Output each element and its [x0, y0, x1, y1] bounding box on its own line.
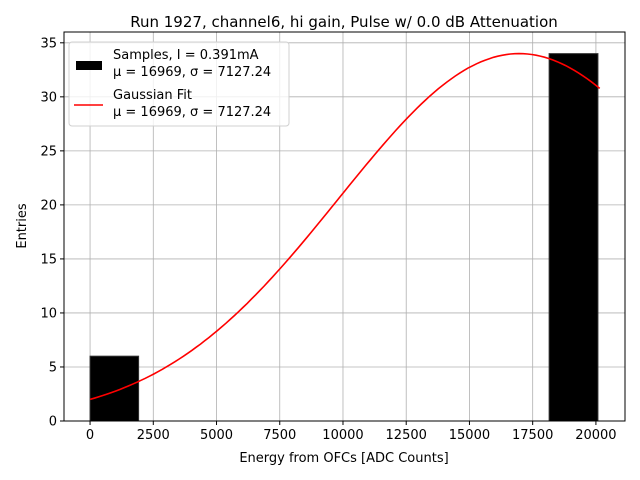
- x-axis-label: Energy from OFCs [ADC Counts]: [239, 451, 448, 466]
- y-tick-label: 35: [40, 36, 57, 51]
- x-tick-label: 17500: [512, 428, 553, 443]
- y-tick-label: 15: [40, 252, 57, 267]
- legend-samples-swatch: [76, 61, 102, 70]
- histogram-bar: [89, 355, 140, 422]
- x-tick-label: 20000: [575, 428, 616, 443]
- plot-frame: [63, 31, 626, 422]
- histogram-bar: [548, 53, 599, 422]
- legend: Samples, I = 0.391mA μ = 16969, σ = 7127…: [68, 41, 290, 127]
- legend-fit-label: Gaussian Fit: [113, 88, 192, 103]
- chart-title: Run 1927, channel6, hi gain, Pulse w/ 0.…: [130, 13, 558, 31]
- histogram-bars: [89, 53, 599, 422]
- y-tick-label: 30: [40, 90, 57, 105]
- gaussian-fit-line: [89, 52, 601, 401]
- y-axis-label: Entries: [15, 203, 30, 249]
- axis-ticks: 0 2500 5000 7500 10000 12500 15000 17500 20000 0 5…: [40, 36, 616, 443]
- x-tick-label: 5000: [200, 428, 233, 443]
- x-tick-label: 12500: [386, 428, 427, 443]
- legend-samples-stats: μ = 16969, σ = 7127.24: [113, 65, 271, 80]
- x-tick-label: 0: [86, 428, 94, 443]
- x-tick-label: 2500: [137, 428, 170, 443]
- x-tick-label: 7500: [263, 428, 296, 443]
- x-tick-label: 15000: [449, 428, 490, 443]
- legend-box: [68, 41, 290, 127]
- y-tick-label: 0: [49, 415, 57, 430]
- legend-fit-stats: μ = 16969, σ = 7127.24: [113, 105, 271, 120]
- legend-samples-label: Samples, I = 0.391mA: [113, 48, 259, 63]
- x-tick-label: 10000: [322, 428, 363, 443]
- y-tick-label: 20: [40, 198, 57, 213]
- y-tick-label: 10: [40, 306, 57, 321]
- y-tick-label: 5: [49, 360, 57, 375]
- grid: [64, 32, 625, 422]
- y-tick-label: 25: [40, 144, 57, 159]
